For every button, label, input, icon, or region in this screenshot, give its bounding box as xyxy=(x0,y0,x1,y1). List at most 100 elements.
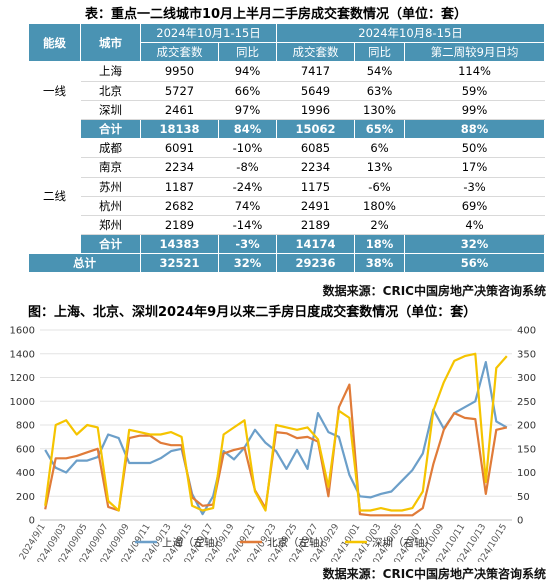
sum-cell: 18138 xyxy=(140,118,219,140)
table-row: 深圳 2461 97% 1996 130% 99% xyxy=(29,99,546,120)
sum-cell: -3% xyxy=(218,234,277,255)
chart-source: 数据来源：CRIC中国房地产决策咨询系统 xyxy=(322,567,546,581)
sum-label: 合计 xyxy=(80,234,141,255)
y-left-tick-label: 1000 xyxy=(10,397,35,408)
city-cell: 北京 xyxy=(80,80,141,101)
transaction-table: 能级 城市 2024年10月1-15日 2024年10月8-15日 成交套数 同… xyxy=(28,22,546,274)
y-left-tick-label: 400 xyxy=(16,468,35,479)
header-a-yoy: 同比 xyxy=(218,42,277,63)
header-a-volume: 成交套数 xyxy=(140,42,219,63)
value-cell: 2491 xyxy=(276,195,355,216)
total-row: 总计 32521 32% 29236 38% 56% xyxy=(28,253,546,274)
header-level: 能级 xyxy=(28,22,81,63)
y-left-tick-label: 800 xyxy=(16,421,35,432)
total-cell: 38% xyxy=(354,253,405,274)
header-b-volume: 成交套数 xyxy=(276,42,355,63)
value-cell: 5727 xyxy=(140,80,219,101)
y-right-tick-label: 300 xyxy=(517,373,536,384)
table-row: 南京 2234 -8% 2234 13% 17% xyxy=(29,157,546,178)
chart-title: 图：上海、北京、深圳2024年9月以来二手房日度成交套数情况（单位：套） xyxy=(28,305,477,320)
value-cell: 63% xyxy=(354,80,405,101)
value-cell: 2234 xyxy=(276,157,355,178)
value-cell: 6091 xyxy=(140,138,219,159)
city-cell: 深圳 xyxy=(80,99,141,120)
header-city: 城市 xyxy=(80,22,141,63)
total-cell: 32% xyxy=(218,253,277,274)
header-b-vs-sept: 第二周较9月日均 xyxy=(403,42,546,63)
y-right-tick-label: 200 xyxy=(517,421,536,432)
city-cell: 杭州 xyxy=(80,195,141,216)
table-title: 表：重点一二线城市10月上半月二手房成交套数情况（单位：套） xyxy=(84,7,468,22)
value-cell: 5649 xyxy=(276,80,355,101)
total-cell: 29236 xyxy=(276,253,355,274)
value-cell: 114% xyxy=(403,61,546,82)
value-cell: 54% xyxy=(354,61,405,82)
value-cell: 2189 xyxy=(140,214,219,236)
value-cell: 66% xyxy=(218,80,277,101)
value-cell: 1187 xyxy=(140,176,219,197)
value-cell: 1175 xyxy=(276,176,355,197)
value-cell: 6% xyxy=(354,138,405,159)
city-cell: 上海 xyxy=(80,61,141,82)
right-axis: 0 50 100 150 200 250 300 350 400 xyxy=(517,326,536,527)
legend: 上海（左轴） 北京（左轴） 深圳（右轴） xyxy=(135,536,435,549)
table-row: 杭州 2682 74% 2491 180% 69% xyxy=(29,195,546,216)
value-cell: -8% xyxy=(218,157,277,178)
value-cell: 13% xyxy=(354,157,405,178)
value-cell: 2461 xyxy=(140,99,219,120)
sum-cell: 32% xyxy=(403,234,546,255)
table-row: 二线 成都 6091 -10% 6085 6% 50% xyxy=(28,138,546,255)
value-cell: 180% xyxy=(354,195,405,216)
sum-cell: 14174 xyxy=(276,234,355,255)
sum-cell: 88% xyxy=(403,118,546,140)
tier1-sum-row: 合计 18138 84% 15062 65% 88% xyxy=(28,118,546,140)
sum-cell: 18% xyxy=(354,234,405,255)
value-cell: 2189 xyxy=(276,214,355,236)
y-right-tick-label: 50 xyxy=(517,492,530,503)
y-right-tick-label: 150 xyxy=(517,444,536,455)
legend-label: 深圳（右轴） xyxy=(372,536,435,549)
table-row: 一线 上海 9950 94% 7417 54% 114% xyxy=(28,61,546,120)
value-cell: 4% xyxy=(403,214,546,236)
x-axis: 2024/9/12024/09/032024/09/052024/09/0720… xyxy=(18,519,512,562)
series-lines xyxy=(44,352,508,517)
table-row: 郑州 2189 -14% 2189 2% 4% xyxy=(29,214,546,236)
left-axis: 0 200 400 600 800 1000 1200 1400 1600 xyxy=(10,326,35,527)
header-period-b: 2024年10月8-15日 xyxy=(275,22,546,44)
total-cell: 56% xyxy=(403,253,546,274)
city-cell: 成都 xyxy=(80,138,141,159)
value-cell: 130% xyxy=(354,99,405,120)
header-period-a: 2024年10月1-15日 xyxy=(140,22,277,44)
value-cell: 17% xyxy=(403,157,546,178)
value-cell: 6085 xyxy=(276,138,355,159)
legend-label: 上海（左轴） xyxy=(162,536,225,549)
value-cell: 2% xyxy=(354,214,405,236)
value-cell: 2234 xyxy=(140,157,219,178)
value-cell: 69% xyxy=(403,195,546,216)
y-left-tick-label: 1400 xyxy=(10,349,35,360)
y-right-tick-label: 350 xyxy=(517,349,536,360)
value-cell: 97% xyxy=(218,99,277,120)
y-right-tick-label: 250 xyxy=(517,397,536,408)
city-cell: 苏州 xyxy=(80,176,141,197)
value-cell: -24% xyxy=(218,176,277,197)
series-line-0 xyxy=(44,360,508,516)
table-source: 数据来源：CRIC中国房地产决策咨询系统 xyxy=(322,284,546,298)
header-b-yoy: 同比 xyxy=(354,42,405,63)
value-cell: 2682 xyxy=(140,195,219,216)
sum-cell: 84% xyxy=(218,118,277,140)
table-row: 苏州 1187 -24% 1175 -6% -3% xyxy=(29,176,546,197)
y-right-tick-label: 0 xyxy=(517,516,523,527)
city-cell: 郑州 xyxy=(80,214,141,236)
value-cell: 74% xyxy=(218,195,277,216)
value-cell: 94% xyxy=(218,61,277,82)
total-cell: 32521 xyxy=(140,253,219,274)
total-label: 总计 xyxy=(28,253,141,274)
value-cell: -3% xyxy=(403,176,546,197)
y-right-tick-label: 100 xyxy=(517,468,536,479)
sum-label: 合计 xyxy=(80,118,141,140)
value-cell: -6% xyxy=(354,176,405,197)
line-chart: 0 200 400 600 800 1000 1200 1400 1600 0 50 100 150 2… xyxy=(10,326,537,563)
y-left-tick-label: 0 xyxy=(29,516,35,527)
legend-label: 北京（左轴） xyxy=(267,536,330,549)
